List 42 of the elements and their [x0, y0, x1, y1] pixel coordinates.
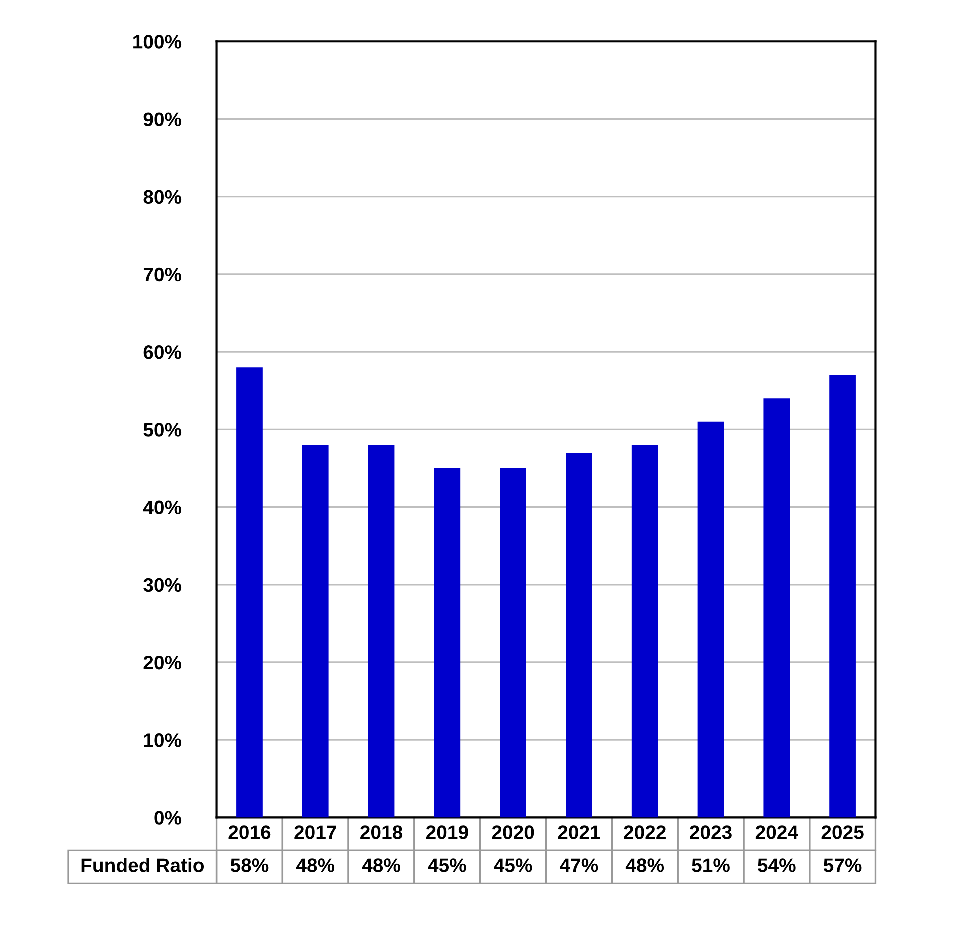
data-label: 48% [626, 858, 664, 872]
y-tick-label: 40% [143, 500, 182, 515]
y-tick-label: 70% [144, 268, 182, 282]
data-label: 45% [494, 858, 532, 872]
bar [302, 445, 329, 818]
bar [698, 422, 724, 818]
x-tick-label: 2018 [360, 826, 403, 840]
bar [500, 468, 526, 818]
data-label: 48% [296, 858, 335, 872]
y-tick-label: 30% [144, 578, 182, 592]
y-tick-label: 10% [144, 734, 182, 748]
x-tick-label: 2017 [294, 826, 336, 840]
y-tick-label: 60% [144, 346, 182, 360]
x-tick-label: 2022 [624, 826, 666, 840]
x-tick-label: 2021 [558, 826, 600, 840]
y-tick-label: 80% [144, 190, 182, 204]
text: Funded Ratio [82, 858, 204, 872]
bar [566, 452, 592, 818]
bar [830, 375, 856, 818]
bar [764, 398, 790, 818]
x-tick-label: 2025 [822, 826, 864, 840]
x-tick-label: 2019 [426, 826, 468, 840]
x-tick-label: 2024 [756, 826, 798, 840]
data-label: 45% [428, 858, 466, 872]
x-tick-label: 2016 [228, 826, 271, 840]
y-tick-label: 20% [144, 656, 182, 670]
bar [368, 445, 395, 818]
y-tick-label: 50% [144, 423, 182, 437]
x-tick-label: 2020 [492, 826, 534, 840]
x-tick-label: 2023 [690, 826, 732, 840]
bar [632, 445, 658, 818]
y-tick-label: 0% [154, 811, 182, 825]
data-label: 57% [824, 858, 862, 872]
y-tick-label: 90% [144, 112, 182, 126]
data-label: 58% [230, 858, 269, 872]
data-label: 54% [758, 858, 796, 872]
y-tick-label: 100% [134, 35, 182, 49]
data-label: 51% [692, 858, 730, 872]
data-label: 48% [362, 858, 400, 872]
bar [236, 368, 263, 818]
bar [434, 468, 461, 818]
data-label: 47% [560, 858, 598, 872]
